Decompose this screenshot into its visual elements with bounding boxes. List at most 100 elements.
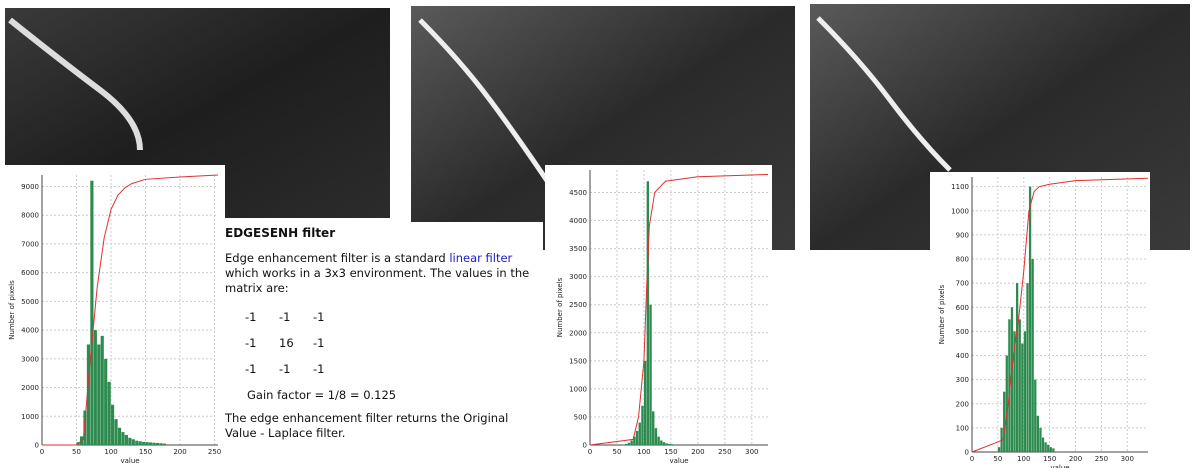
y-tick-label: 1100 xyxy=(951,183,969,191)
histogram-bar xyxy=(155,442,160,445)
histogram-bar xyxy=(148,442,153,445)
histogram-bar xyxy=(1010,307,1014,452)
histogram-bar xyxy=(1026,283,1029,452)
matrix-cell: -1 xyxy=(313,335,325,350)
histogram-bar xyxy=(1028,186,1032,453)
coastline xyxy=(418,18,563,202)
matrix-cell: -1 xyxy=(313,309,325,324)
histogram-bar xyxy=(1016,283,1019,452)
x-tick-label: 200 xyxy=(173,448,186,456)
x-tick-label: 0 xyxy=(40,448,44,456)
x-tick-label: 100 xyxy=(637,448,650,456)
histogram-bar xyxy=(111,404,115,445)
histogram-bar xyxy=(638,422,641,445)
matrix-row: -1 -1 -1 xyxy=(245,356,347,382)
histogram-bar xyxy=(152,442,156,445)
histogram-bar xyxy=(104,358,108,445)
x-axis-label: value xyxy=(1050,464,1069,468)
cumulative-line xyxy=(971,177,1149,453)
histogram-bar xyxy=(662,442,666,445)
matrix-cell: -1 xyxy=(245,335,257,350)
y-tick-label: 8000 xyxy=(21,212,39,220)
histogram-bar xyxy=(131,439,135,445)
histogram-bar xyxy=(643,360,647,445)
y-tick-label: 9000 xyxy=(21,183,39,191)
histogram-bar xyxy=(1044,442,1047,452)
histogram-bar xyxy=(1031,259,1034,452)
histogram-bar xyxy=(660,440,663,445)
x-tick-label: 0 xyxy=(588,448,592,456)
paragraph: Edge enhancement filter is a standard li… xyxy=(225,251,543,296)
y-tick-label: 0 xyxy=(965,449,969,457)
x-tick-label: 150 xyxy=(139,448,152,456)
histogram-bar xyxy=(633,436,636,445)
y-tick-label: 1000 xyxy=(569,385,587,393)
histogram-bar xyxy=(1049,447,1052,452)
histogram-bar xyxy=(97,344,101,445)
x-tick-label: 300 xyxy=(1121,455,1134,463)
y-tick-label: 700 xyxy=(956,280,969,288)
y-axis-label: Number of pixels xyxy=(8,280,16,340)
histogram-bar xyxy=(1005,355,1008,452)
y-tick-label: 1000 xyxy=(951,207,969,215)
histogram-bar xyxy=(1039,427,1042,452)
histogram-bar xyxy=(654,428,658,445)
x-tick-label: 250 xyxy=(718,448,731,456)
y-tick-label: 900 xyxy=(956,231,969,239)
histogram-bar xyxy=(657,436,660,445)
y-tick-label: 3500 xyxy=(569,245,587,253)
histogram-bar xyxy=(86,344,91,445)
x-tick-label: 200 xyxy=(1069,455,1082,463)
y-tick-label: 2000 xyxy=(21,384,39,392)
y-tick-label: 7000 xyxy=(21,240,39,248)
histogram-bar xyxy=(121,432,125,445)
y-tick-label: 1500 xyxy=(569,357,587,365)
text: Edge enhancement filter is a standard xyxy=(225,251,450,265)
matrix-cell: -1 xyxy=(313,361,325,376)
x-tick-label: 50 xyxy=(993,455,1002,463)
histogram-bar xyxy=(1047,444,1050,452)
histogram-bar xyxy=(1023,331,1027,452)
histogram-bar xyxy=(997,447,1001,452)
histogram-bar xyxy=(159,443,163,445)
y-tick-label: 2500 xyxy=(569,301,587,309)
paragraph: The edge enhancement filter returns the … xyxy=(225,411,509,440)
y-tick-label: 300 xyxy=(956,376,969,384)
histogram-bar xyxy=(1036,415,1039,452)
x-tick-label: 150 xyxy=(1043,455,1056,463)
cumulative-line xyxy=(589,173,769,446)
matrix-row: -1 16 -1 xyxy=(245,330,347,356)
matrix-cell: -1 xyxy=(279,361,291,376)
x-tick-label: 100 xyxy=(1017,455,1030,463)
x-tick-label: 250 xyxy=(1095,455,1108,463)
y-tick-label: 6000 xyxy=(21,269,39,277)
y-tick-label: 400 xyxy=(956,352,969,360)
histogram-bar xyxy=(162,443,166,445)
histogram-bar xyxy=(652,411,655,445)
coastline xyxy=(8,17,143,151)
histogram-bar xyxy=(668,443,671,445)
histogram-bar xyxy=(630,440,633,445)
y-axis-label: Number of pixels xyxy=(556,277,564,337)
x-tick-label: 200 xyxy=(691,448,704,456)
histogram-bar xyxy=(128,437,132,445)
histogram-bar xyxy=(124,434,128,445)
histogram-bar xyxy=(1034,379,1037,452)
chart-panel xyxy=(930,172,1150,468)
histogram-bar xyxy=(1013,331,1016,452)
y-tick-label: 1000 xyxy=(21,413,39,421)
link[interactable]: linear filter xyxy=(449,251,513,265)
matrix-cell: -1 xyxy=(279,309,291,324)
histogram-bar xyxy=(1018,319,1021,452)
y-tick-label: 0 xyxy=(583,442,587,450)
x-tick-label: 100 xyxy=(104,448,117,456)
histogram-bar xyxy=(635,430,639,445)
doc-title: EDGESENH filter xyxy=(225,226,336,240)
y-tick-label: 0 xyxy=(35,442,39,450)
histogram-bar xyxy=(622,444,625,445)
y-tick-label: 4500 xyxy=(569,189,587,197)
y-tick-label: 3000 xyxy=(569,273,587,281)
matrix: -1 -1 -1 -1 16 -1 -1 -1 -1 xyxy=(245,304,347,382)
